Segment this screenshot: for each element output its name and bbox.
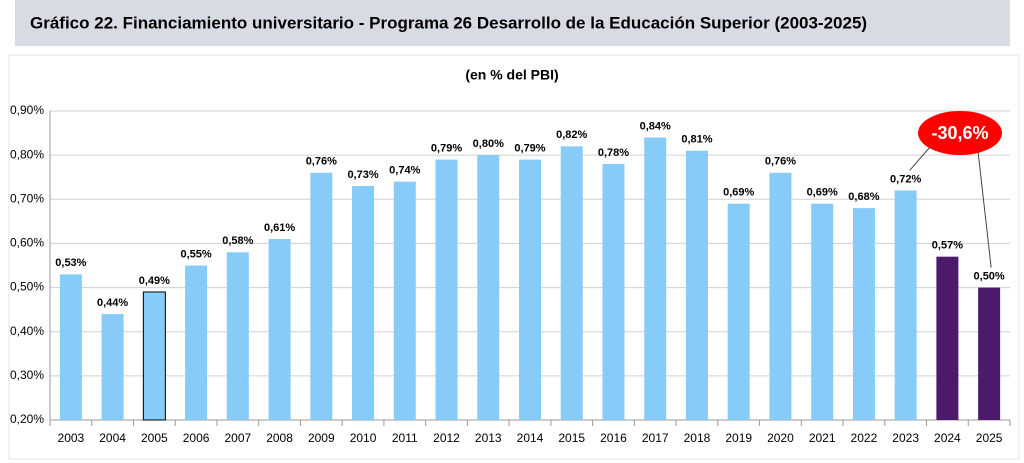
value-label: 0,80% xyxy=(473,138,504,150)
bar xyxy=(685,150,708,420)
bar xyxy=(560,146,583,421)
x-tick-label: 2025 xyxy=(976,431,1003,445)
value-label: 0,72% xyxy=(890,173,921,185)
annotation-text: -30,6% xyxy=(931,123,988,143)
x-tick-label: 2010 xyxy=(350,431,377,445)
x-tick-label: 2021 xyxy=(809,431,836,445)
bar xyxy=(602,163,625,420)
value-label: 0,58% xyxy=(222,235,253,247)
value-label: 0,74% xyxy=(389,165,420,177)
x-tick-label: 2020 xyxy=(767,431,794,445)
value-label: 0,44% xyxy=(97,297,128,309)
x-tick-label: 2022 xyxy=(851,431,878,445)
bar xyxy=(310,172,333,420)
y-tick-label: 0,90% xyxy=(10,103,44,117)
value-label: 0,81% xyxy=(681,134,712,146)
value-label: 0,69% xyxy=(723,187,754,199)
value-label: 0,79% xyxy=(514,142,545,154)
x-tick-label: 2017 xyxy=(642,431,669,445)
x-tick-label: 2023 xyxy=(892,431,919,445)
value-label: 0,68% xyxy=(848,191,879,203)
bar xyxy=(811,203,834,420)
value-label: 0,78% xyxy=(598,147,629,159)
value-label: 0,55% xyxy=(180,248,211,260)
x-tick-label: 2019 xyxy=(725,431,752,445)
y-tick-label: 0,30% xyxy=(10,368,44,382)
bar xyxy=(852,208,875,420)
chart-frame xyxy=(8,54,1020,460)
bar xyxy=(352,186,375,420)
x-tick-label: 2005 xyxy=(141,431,168,445)
bar xyxy=(519,159,541,421)
x-tick-label: 2009 xyxy=(308,431,335,445)
bar xyxy=(226,252,249,420)
x-tick-label: 2015 xyxy=(558,431,585,445)
chart-title: Gráfico 22. Financiamiento universitario… xyxy=(30,13,867,32)
value-label: 0,73% xyxy=(347,169,378,181)
x-tick-label: 2004 xyxy=(99,431,126,445)
value-label: 0,53% xyxy=(55,257,86,269)
bar xyxy=(185,265,208,420)
bar xyxy=(393,181,416,420)
bar xyxy=(936,256,959,420)
x-tick-label: 2003 xyxy=(58,431,85,445)
bar xyxy=(477,155,500,420)
bar xyxy=(142,291,166,421)
x-tick-label: 2012 xyxy=(433,431,460,445)
x-tick-label: 2018 xyxy=(684,431,711,445)
y-tick-label: 0,50% xyxy=(10,280,44,294)
x-tick-label: 2014 xyxy=(517,431,544,445)
chart-subtitle: (en % del PBI) xyxy=(465,67,558,83)
y-tick-label: 0,80% xyxy=(10,147,44,161)
x-tick-label: 2013 xyxy=(475,431,502,445)
bar xyxy=(894,190,917,420)
value-label: 0,82% xyxy=(556,129,587,141)
bar xyxy=(769,172,792,420)
y-tick-label: 0,20% xyxy=(10,412,44,426)
bar xyxy=(101,314,124,420)
bar xyxy=(435,159,458,421)
value-label: 0,84% xyxy=(640,120,671,132)
y-tick-label: 0,70% xyxy=(10,191,44,205)
x-tick-label: 2024 xyxy=(934,431,961,445)
value-label: 0,79% xyxy=(431,142,462,154)
y-tick-label: 0,40% xyxy=(10,324,44,338)
x-tick-label: 2007 xyxy=(224,431,251,445)
bar xyxy=(978,287,1001,420)
title-band xyxy=(15,0,1010,46)
bar xyxy=(727,203,750,420)
x-tick-label: 2011 xyxy=(392,431,418,445)
annotation-bubble xyxy=(918,111,1002,155)
y-tick-label: 0,60% xyxy=(10,236,44,250)
x-tick-label: 2016 xyxy=(600,431,627,445)
value-label: 0,49% xyxy=(139,275,170,287)
annotation-line xyxy=(977,150,992,268)
value-label: 0,76% xyxy=(306,156,337,168)
x-tick-label: 2006 xyxy=(183,431,210,445)
value-label: 0,50% xyxy=(974,270,1005,282)
x-tick-label: 2008 xyxy=(266,431,293,445)
value-label: 0,69% xyxy=(807,187,838,199)
value-label: 0,76% xyxy=(765,156,796,168)
value-label: 0,61% xyxy=(264,222,295,234)
value-label: 0,57% xyxy=(932,240,963,252)
bar xyxy=(644,137,667,420)
annotation-line xyxy=(909,146,931,171)
bar xyxy=(268,239,291,420)
bar xyxy=(59,274,82,420)
